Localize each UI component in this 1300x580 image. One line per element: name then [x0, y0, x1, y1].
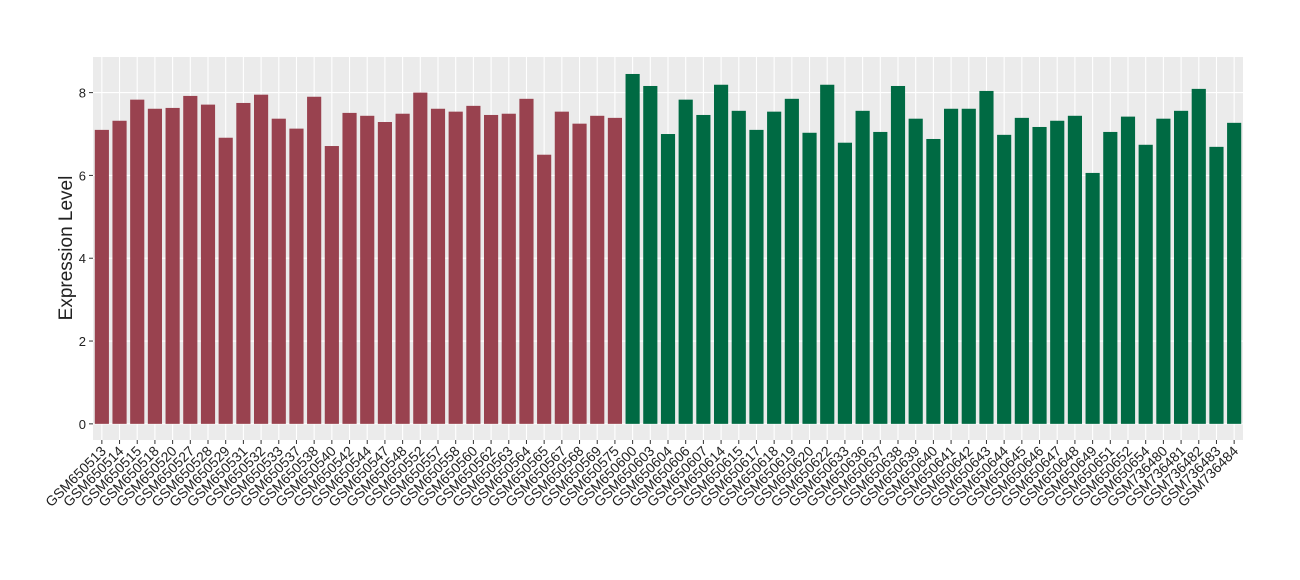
- bar: [873, 131, 888, 424]
- bar: [1050, 120, 1065, 424]
- bar: [1174, 110, 1189, 424]
- bar: [944, 108, 959, 424]
- bar: [1103, 131, 1118, 424]
- bar: [607, 117, 622, 424]
- bar: [413, 92, 428, 424]
- bar: [501, 113, 516, 424]
- bar: [554, 111, 569, 424]
- bar: [236, 102, 251, 424]
- bar: [448, 111, 463, 424]
- bar: [855, 110, 870, 424]
- bar: [484, 114, 499, 424]
- bar: [1156, 118, 1171, 424]
- bar: [572, 123, 587, 424]
- bar: [731, 110, 746, 424]
- y-tick-label: 4: [79, 251, 86, 266]
- bar: [537, 154, 552, 424]
- bar: [837, 142, 852, 424]
- y-tick-label: 0: [79, 417, 86, 432]
- bar: [360, 115, 375, 424]
- bar: [1227, 122, 1242, 424]
- bar: [784, 98, 799, 424]
- bar: [961, 108, 976, 424]
- bar: [749, 129, 764, 424]
- bar: [254, 94, 269, 424]
- bar: [590, 115, 605, 424]
- y-tick-label: 6: [79, 168, 86, 183]
- bar: [997, 134, 1012, 424]
- bar: [802, 132, 817, 424]
- bar: [112, 120, 127, 424]
- bar: [767, 111, 782, 424]
- bar: [200, 104, 216, 424]
- bar: [377, 122, 392, 424]
- bar: [430, 108, 446, 424]
- bar: [1014, 117, 1029, 424]
- bar: [714, 84, 729, 424]
- bar: [890, 85, 906, 424]
- bar: [289, 128, 304, 424]
- bar: [908, 118, 923, 424]
- bar: [165, 107, 180, 424]
- bar: [696, 114, 711, 424]
- bar: [926, 138, 941, 424]
- bar: [342, 112, 357, 424]
- y-tick-label: 8: [79, 86, 86, 101]
- bar: [1120, 116, 1136, 424]
- bar: [130, 99, 145, 424]
- y-tick-label: 2: [79, 334, 86, 349]
- bar: [1209, 146, 1224, 424]
- bar: [678, 99, 693, 424]
- bar: [324, 146, 339, 424]
- bar: [94, 129, 109, 424]
- bar: [1191, 88, 1206, 424]
- bar: [625, 73, 640, 424]
- bar: [1067, 115, 1082, 424]
- bar: [147, 108, 162, 424]
- bar: [1032, 126, 1047, 424]
- bar: [1138, 144, 1153, 424]
- bar: [218, 137, 233, 424]
- bar: [307, 96, 322, 424]
- bar: [820, 84, 835, 424]
- bar: [1085, 172, 1100, 424]
- bar: [643, 85, 658, 424]
- y-axis-title: Expression Level: [56, 176, 77, 321]
- bar: [979, 90, 994, 424]
- bar: [183, 95, 198, 424]
- bar: [660, 134, 676, 424]
- bar: [519, 98, 534, 424]
- bar: [395, 113, 410, 424]
- bar: [271, 118, 286, 424]
- bar: [466, 105, 481, 424]
